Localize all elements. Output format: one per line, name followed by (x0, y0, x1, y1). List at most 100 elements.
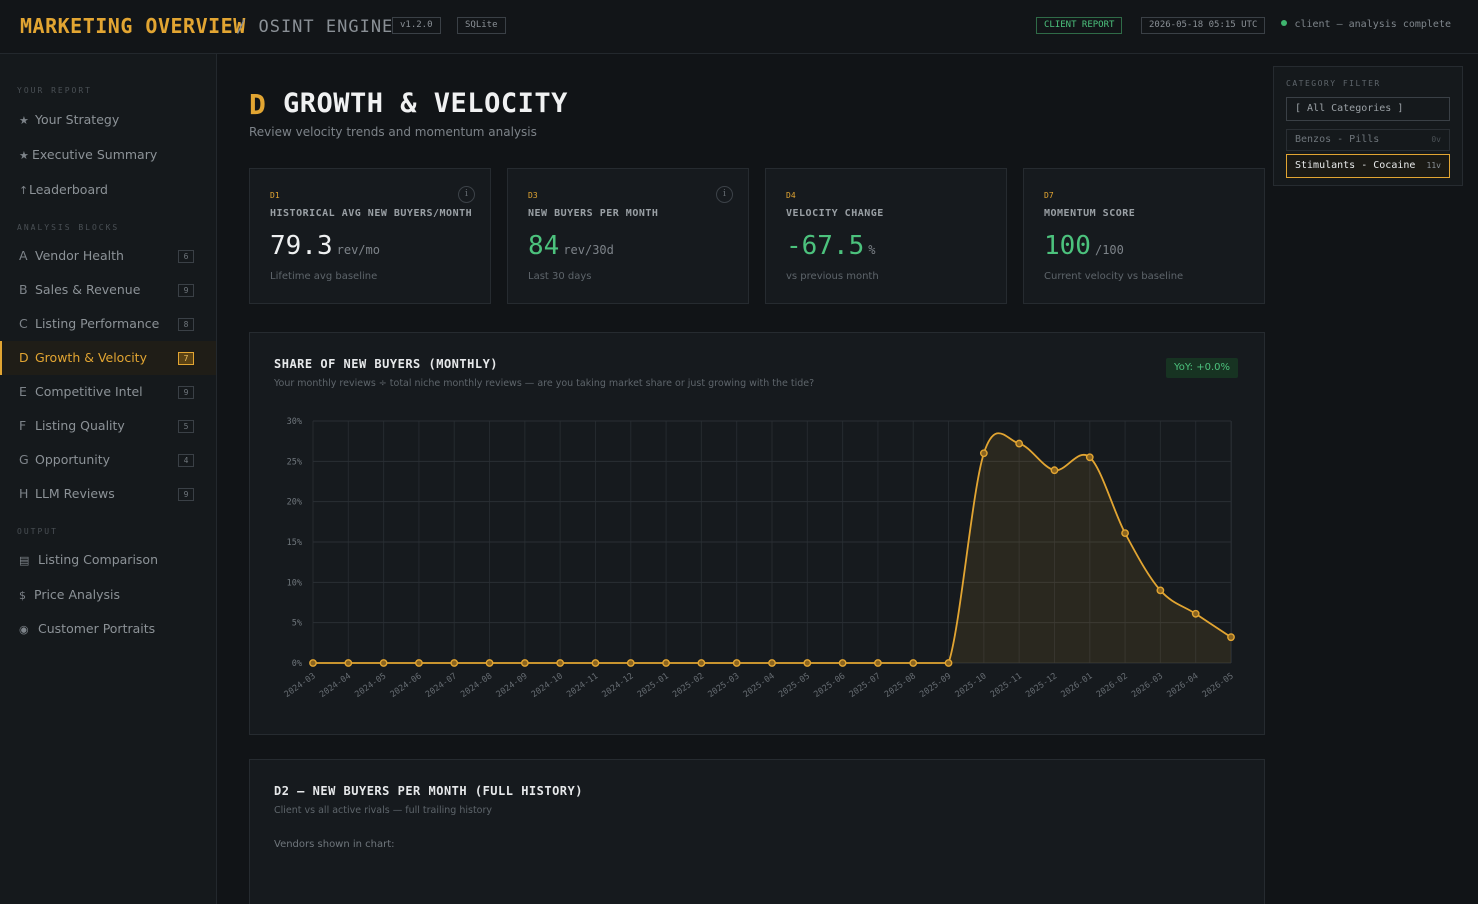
data-point (979, 449, 988, 458)
block-letter: C (19, 316, 28, 331)
status-text: client – analysis complete (1294, 19, 1451, 30)
data-point (344, 659, 353, 667)
sidebar-item-listing-performance[interactable]: C Listing Performance 8 (0, 307, 216, 341)
count-badge: 7 (178, 352, 194, 365)
x-tick-label: 2024-12 (600, 671, 635, 700)
x-tick-label: 2024-11 (565, 671, 600, 700)
data-point (1015, 439, 1024, 448)
x-tick-label: 2024-03 (283, 671, 318, 700)
kpi-card-velocity-change: D4 VELOCITY CHANGE -67.5% vs previous mo… (765, 168, 1007, 304)
share-chart: 0% 5% 10% 15% 20% 25% 30% 2024-03 2024-04 2024-05… (283, 417, 1236, 700)
kpi-code: D4 (786, 191, 796, 200)
client-report-badge[interactable]: CLIENT REPORT (1036, 17, 1123, 34)
sidebar-item-your-strategy[interactable]: ★ Your Strategy (0, 103, 216, 137)
x-tick-label: 2024-06 (389, 671, 424, 700)
data-point (944, 659, 953, 667)
kpi-unit: % (868, 243, 876, 257)
kpi-code: D7 (1044, 191, 1054, 200)
x-tick-label: 2025-10 (953, 671, 988, 700)
sidebar-section-report: YOUR REPORT (17, 86, 92, 95)
section-letter: D (249, 88, 266, 121)
version-badge: v1.2.0 (392, 17, 441, 34)
x-tick-label: 2025-03 (706, 671, 741, 700)
x-tick-label: 2024-07 (424, 671, 459, 700)
kpi-card-momentum-score: D7 MOMENTUM SCORE 100/100 Current veloci… (1023, 168, 1265, 304)
star-icon: ★ (19, 149, 29, 162)
filter-option-stimulants-cocaine[interactable]: Stimulants - Cocaine 11v (1286, 154, 1450, 178)
count-badge: 9 (178, 488, 194, 501)
panel-subtitle: Client vs all active rivals — full trail… (274, 805, 493, 816)
x-tick-label: 2024-10 (530, 671, 565, 700)
kpi-note: Current velocity vs baseline (1044, 271, 1184, 282)
filter-all-categories[interactable]: [ All Categories ] (1286, 97, 1450, 121)
data-point (662, 659, 670, 667)
sidebar-item-label: Executive Summary (32, 147, 158, 162)
data-point (1156, 586, 1165, 595)
x-tick-label: 2025-06 (812, 671, 847, 700)
x-tick-label: 2025-12 (1024, 671, 1059, 700)
kpi-value: 79.3 rev/mo (270, 231, 380, 261)
info-icon[interactable]: i (716, 186, 733, 203)
kpi-label: HISTORICAL AVG NEW BUYERS/MONTH (270, 208, 473, 219)
x-tick-label: 2025-02 (671, 671, 706, 700)
data-point (1227, 633, 1235, 642)
kpi-number: 84 (528, 231, 560, 261)
sidebar-item-customer-portraits[interactable]: ◉ Customer Portraits (0, 612, 216, 646)
sidebar-item-label: Customer Portraits (38, 621, 156, 636)
panel-subtitle: Your monthly reviews ÷ total niche month… (274, 378, 815, 389)
block-letter: G (19, 452, 29, 467)
sidebar-item-label: Opportunity (35, 452, 111, 467)
sidebar-item-label: Listing Quality (35, 418, 125, 433)
sidebar-item-listing-quality[interactable]: F Listing Quality 5 (0, 409, 216, 443)
status-dot-icon (1281, 20, 1288, 26)
sidebar-item-vendor-health[interactable]: A Vendor Health 6 (0, 239, 216, 273)
sidebar-item-label: LLM Reviews (35, 486, 115, 501)
sidebar-item-price-analysis[interactable]: $ Price Analysis (0, 578, 216, 612)
filter-option-label: Stimulants - Cocaine (1295, 160, 1416, 171)
sidebar-item-llm-reviews[interactable]: H LLM Reviews 9 (0, 477, 216, 511)
kpi-code: D1 (270, 191, 280, 200)
panel-title: SHARE OF NEW BUYERS (MONTHLY) (274, 357, 499, 371)
block-letter: H (19, 486, 29, 501)
filter-option-label: Benzos - Pills (1295, 134, 1380, 145)
data-point (485, 659, 494, 667)
app-title: MARKETING OVERVIEW (20, 14, 246, 38)
data-point (1085, 453, 1094, 462)
data-point (732, 659, 741, 667)
sidebar-item-label: Listing Comparison (38, 552, 158, 567)
sidebar-item-label: Vendor Health (35, 248, 124, 263)
sidebar-item-sales-revenue[interactable]: B Sales & Revenue 9 (0, 273, 216, 307)
info-icon[interactable]: i (458, 186, 475, 203)
sidebar-item-listing-comparison[interactable]: ▤ Listing Comparison (0, 543, 216, 577)
y-tick-label: 20% (287, 498, 302, 508)
x-tick-label: 2024-08 (459, 671, 494, 700)
x-tick-label: 2025-04 (742, 671, 777, 700)
sidebar-item-opportunity[interactable]: G Opportunity 4 (0, 443, 216, 477)
sidebar-item-leaderboard[interactable]: ↑Leaderboard (0, 173, 216, 207)
panel-title: D2 — NEW BUYERS PER MONTH (FULL HISTORY) (274, 784, 583, 798)
sidebar-item-label: Listing Performance (35, 316, 160, 331)
count-badge: 6 (178, 250, 194, 263)
data-point (379, 659, 388, 667)
filter-option-benzos-pills[interactable]: Benzos - Pills 0v (1286, 129, 1450, 151)
x-tick-label: 2026-04 (1165, 671, 1200, 700)
sidebar-item-executive-summary[interactable]: ★ Executive Summary (0, 138, 216, 172)
block-letter: B (19, 282, 28, 297)
top-bar: MARKETING OVERVIEW / OSINT ENGINE v1.2.0… (0, 0, 1478, 54)
kpi-unit: /100 (1094, 243, 1124, 257)
kpi-unit: rev/30d (563, 243, 614, 257)
x-tick-label: 2025-09 (918, 671, 953, 700)
sidebar-item-competitive-intel[interactable]: E Competitive Intel 9 (0, 375, 216, 409)
x-tick-label: 2024-09 (494, 671, 529, 700)
sidebar-item-growth-velocity[interactable]: D Growth & Velocity 7 (0, 341, 216, 375)
kpi-label: MOMENTUM SCORE (1044, 208, 1136, 219)
filter-option-count: 0v (1431, 135, 1441, 144)
kpi-label: VELOCITY CHANGE (786, 208, 884, 219)
x-tick-label: 2024-05 (353, 671, 388, 700)
count-badge: 5 (178, 420, 194, 433)
count-badge: 9 (178, 284, 194, 297)
x-tick-label: 2024-04 (318, 671, 353, 700)
sidebar-item-label: Competitive Intel (35, 384, 143, 399)
kpi-card-new-buyers: D3 NEW BUYERS PER MONTH 84 rev/30d Last 3… (507, 168, 749, 304)
data-point (768, 659, 776, 667)
